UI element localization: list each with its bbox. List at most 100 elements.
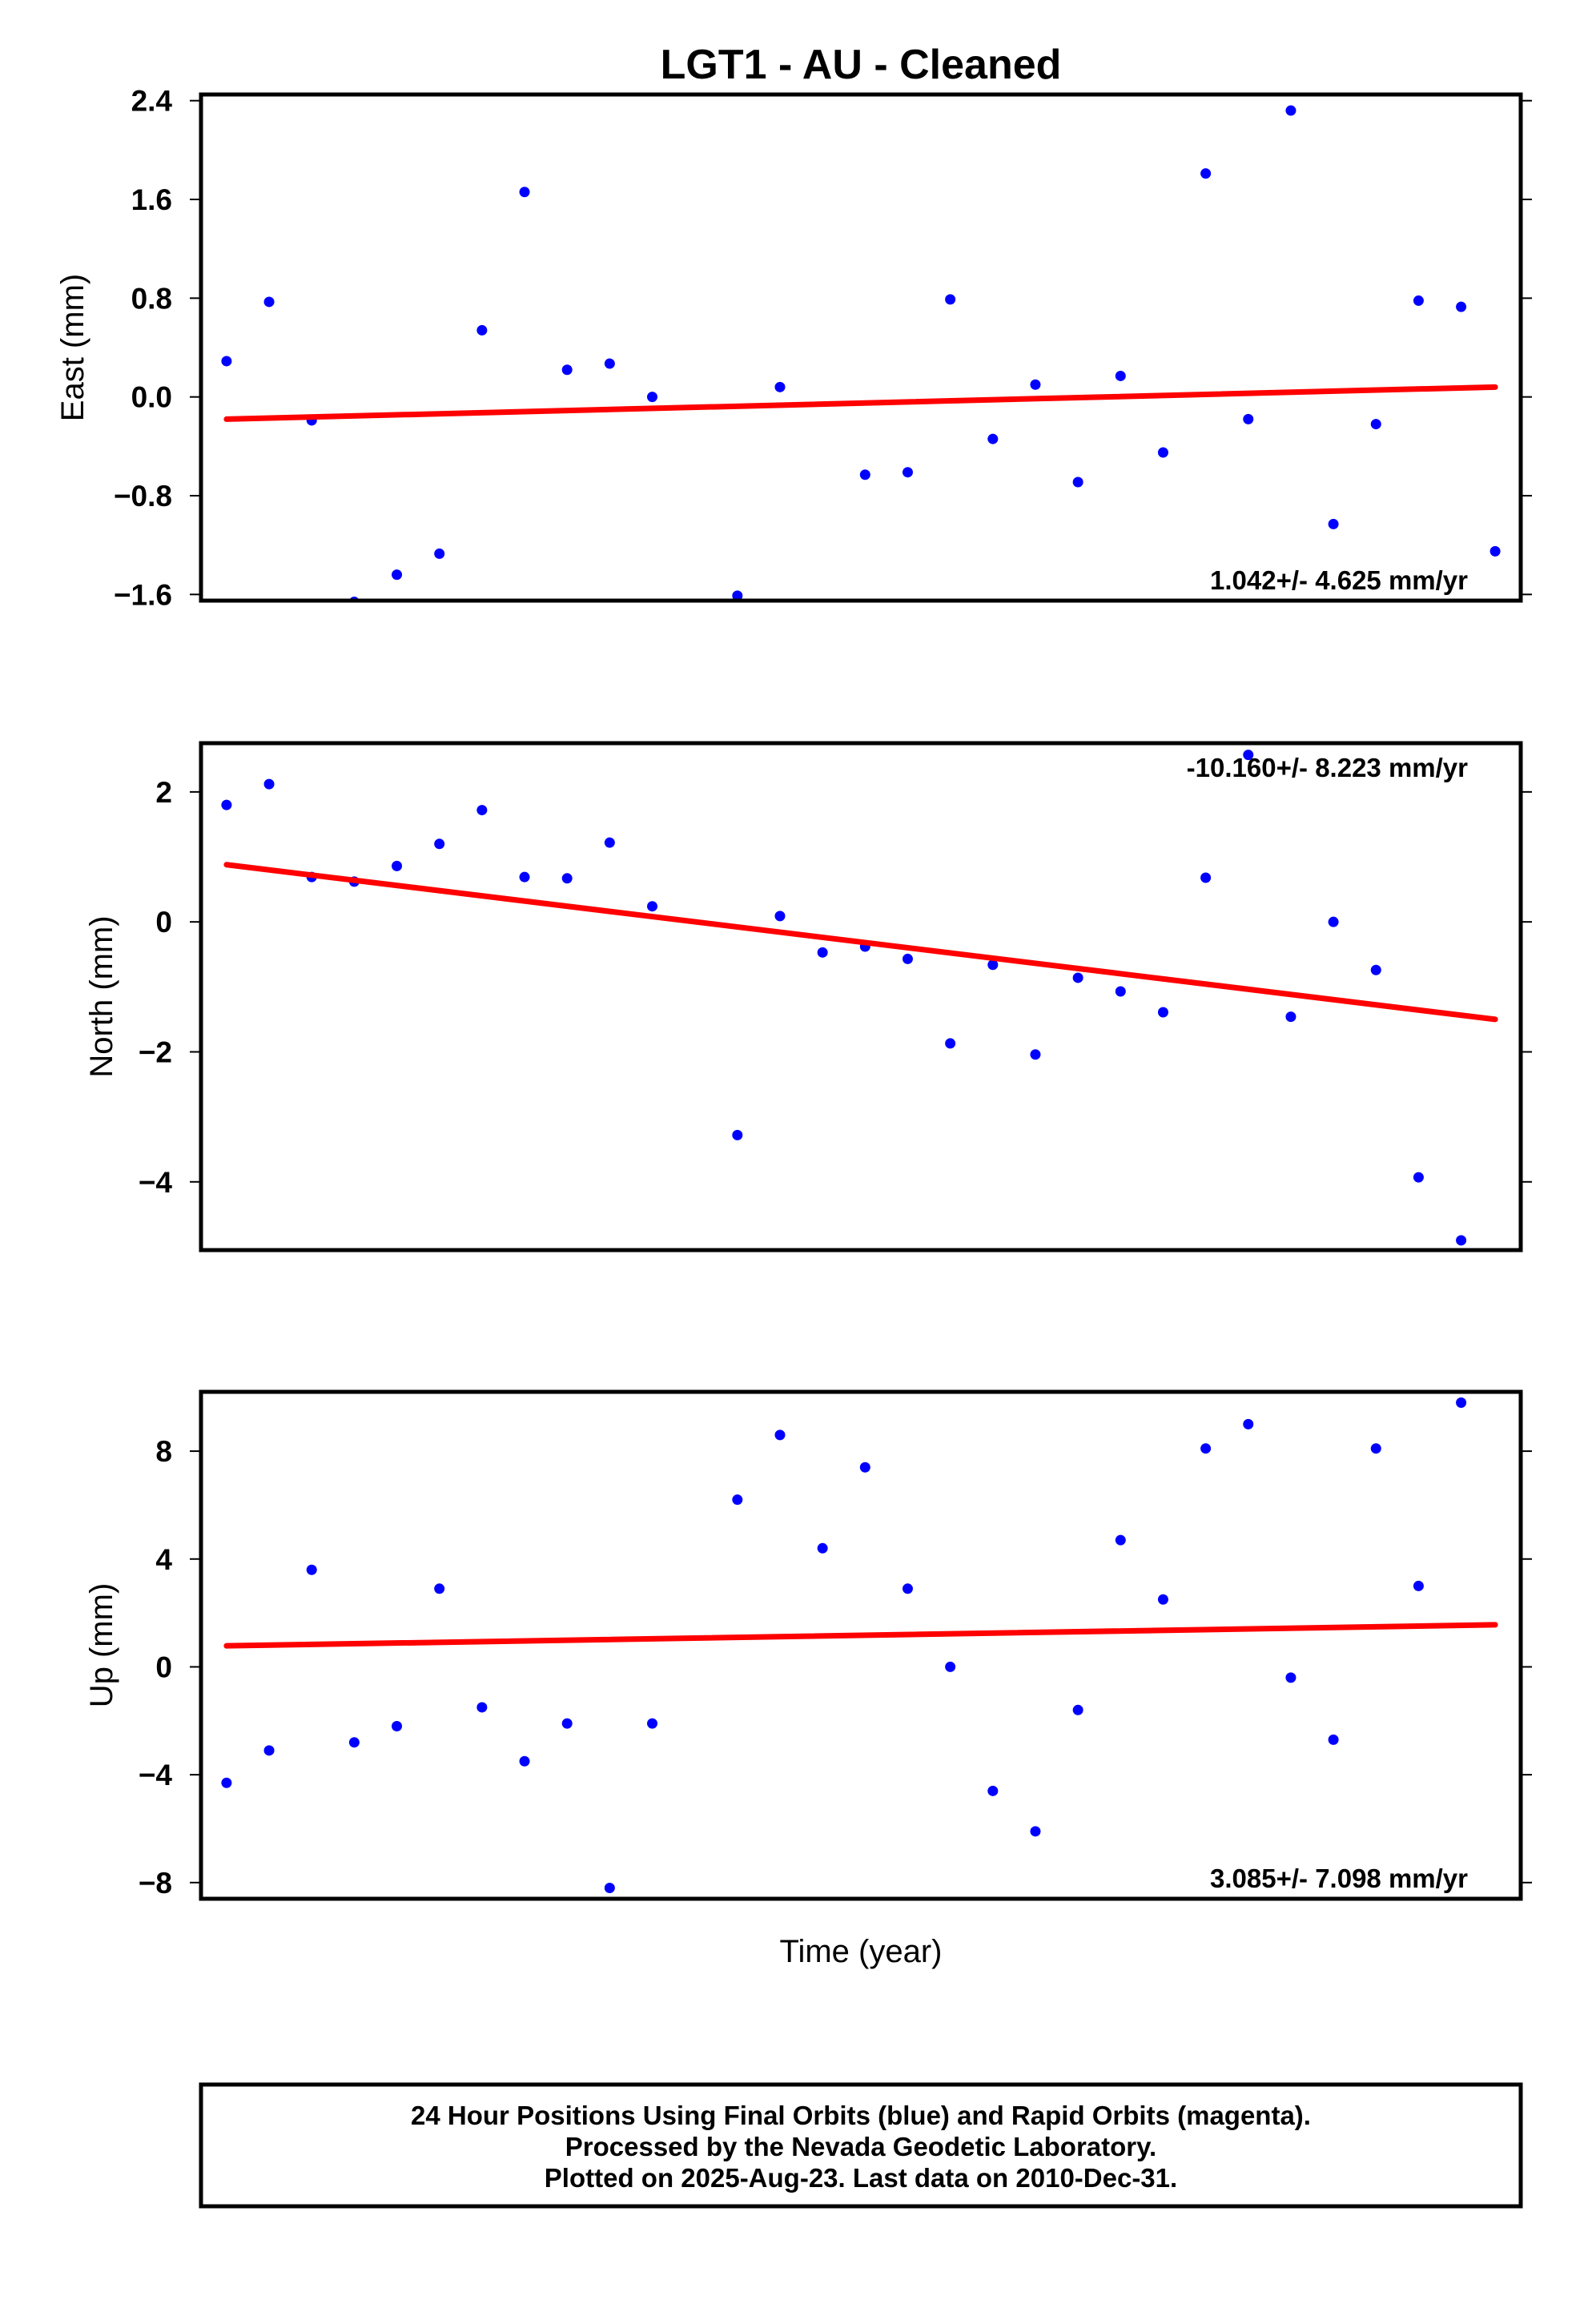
east-tick-label: 0.0	[131, 381, 172, 414]
up-tick-label: −4	[139, 1759, 173, 1791]
north-data-point	[1285, 1011, 1297, 1023]
north-data-point	[1370, 964, 1381, 975]
up-data-point	[859, 1462, 870, 1473]
up-data-point	[1490, 0, 1501, 6]
north-y-axis-label: North (mm)	[84, 915, 119, 1077]
up-data-point	[945, 1661, 956, 1672]
up-data-point	[561, 1718, 573, 1729]
east-data-point	[774, 381, 786, 392]
north-rate-label: -10.160+/- 8.223 mm/yr	[1187, 753, 1468, 782]
up-tick-label: −8	[139, 1867, 172, 1900]
east-rate-label: 1.042+/- 4.625 mm/yr	[1210, 565, 1468, 595]
north-data-point	[392, 860, 403, 871]
up-data-point	[732, 1494, 743, 1506]
up-points	[221, 0, 1501, 1894]
east-data-point	[476, 324, 488, 336]
east-tick-label: −1.6	[114, 578, 172, 611]
up-data-point	[306, 1564, 317, 1575]
north-data-point	[987, 959, 999, 971]
up-data-point	[647, 1718, 658, 1729]
north-tick-label: −2	[139, 1035, 172, 1068]
up-data-point	[1413, 1580, 1424, 1591]
up-data-point	[434, 1583, 445, 1594]
north-tick-label: 2	[155, 776, 172, 809]
east-tick-label: 0.8	[131, 282, 172, 315]
up-tick-label: 0	[155, 1651, 172, 1683]
east-data-point	[987, 433, 999, 444]
north-data-point	[1030, 1049, 1041, 1060]
footer-line-3: Plotted on 2025-Aug-23. Last data on 201…	[545, 2163, 1177, 2193]
east-data-point	[1489, 545, 1501, 557]
footer-line-1: 24 Hour Positions Using Final Orbits (bl…	[411, 2101, 1311, 2130]
north-data-point	[902, 953, 913, 964]
north-data-point	[221, 799, 232, 810]
east-tick-label: 2.4	[131, 85, 173, 118]
north-points	[221, 750, 1467, 1246]
east-data-point	[1413, 295, 1424, 306]
up-data-point	[987, 1785, 999, 1796]
footer-line-2: Processed by the Nevada Geodetic Laborat…	[565, 2132, 1156, 2161]
up-data-point	[1328, 1734, 1339, 1745]
east-data-point	[604, 358, 615, 369]
up-data-point	[604, 1883, 615, 1894]
east-data-point	[519, 187, 530, 198]
up-data-point	[221, 1777, 232, 1788]
east-data-point	[1370, 419, 1381, 430]
east-data-point	[945, 294, 956, 305]
north-tick-label: 0	[155, 906, 172, 939]
east-data-point	[1456, 301, 1467, 312]
north-data-point	[1456, 1235, 1467, 1246]
north-data-point	[561, 873, 573, 884]
north-data-point	[263, 778, 275, 790]
up-data-point	[1456, 1397, 1467, 1408]
panel-north: 2 0 −2 −4 North (mm) -10.160+/- 8.223 mm/yr	[84, 741, 1532, 1252]
east-tick-label: −0.8	[114, 480, 172, 513]
east-data-point	[1200, 168, 1212, 179]
north-data-point	[945, 1038, 956, 1049]
chart-title: LGT1 - AU - Cleaned	[661, 42, 1062, 88]
east-data-point	[392, 569, 403, 581]
up-data-point	[263, 1745, 275, 1756]
north-data-point	[434, 838, 445, 850]
up-data-point	[1243, 1418, 1254, 1429]
up-data-point	[476, 1702, 488, 1713]
east-data-point	[1157, 447, 1168, 458]
east-data-point	[1243, 413, 1254, 424]
north-data-point	[817, 947, 828, 958]
east-data-point	[1072, 476, 1083, 488]
north-data-point	[1200, 872, 1212, 883]
up-data-point	[902, 1583, 913, 1594]
up-data-point	[1115, 1534, 1126, 1546]
footer-box: 24 Hour Positions Using Final Orbits (bl…	[199, 2082, 1523, 2209]
east-data-point	[221, 356, 232, 367]
east-data-point	[902, 467, 913, 478]
east-trend-line	[223, 384, 1498, 422]
up-frame	[199, 1389, 1523, 1901]
up-tick-label: 4	[155, 1543, 172, 1576]
east-frame	[199, 92, 1523, 603]
up-data-point	[817, 1542, 828, 1554]
east-data-point	[1328, 518, 1339, 529]
east-y-axis-label: East (mm)	[55, 274, 90, 421]
up-data-point	[1370, 1443, 1381, 1454]
x-axis-label: Time (year)	[780, 1934, 943, 1969]
north-data-point	[1115, 986, 1126, 997]
east-data-point	[859, 469, 870, 480]
east-data-point	[1285, 105, 1297, 116]
north-data-point	[1157, 1007, 1168, 1018]
north-data-point	[1243, 750, 1254, 761]
up-data-point	[774, 1429, 786, 1441]
up-data-point	[519, 1755, 530, 1767]
east-tick-label: 1.6	[131, 183, 172, 216]
up-data-point	[1157, 1594, 1168, 1605]
north-data-point	[604, 837, 615, 848]
up-data-point	[1030, 1826, 1041, 1837]
up-data-point	[392, 1721, 403, 1732]
up-data-point	[348, 1737, 360, 1748]
panel-up: 8 4 0 −4 −8 Up (mm) 3.085+/- 7.098 mm/yr	[84, 0, 1532, 1901]
up-data-point	[1285, 1672, 1297, 1683]
up-tick-label: 8	[155, 1435, 172, 1468]
north-data-point	[1413, 1172, 1424, 1183]
up-data-point	[1200, 1443, 1212, 1454]
